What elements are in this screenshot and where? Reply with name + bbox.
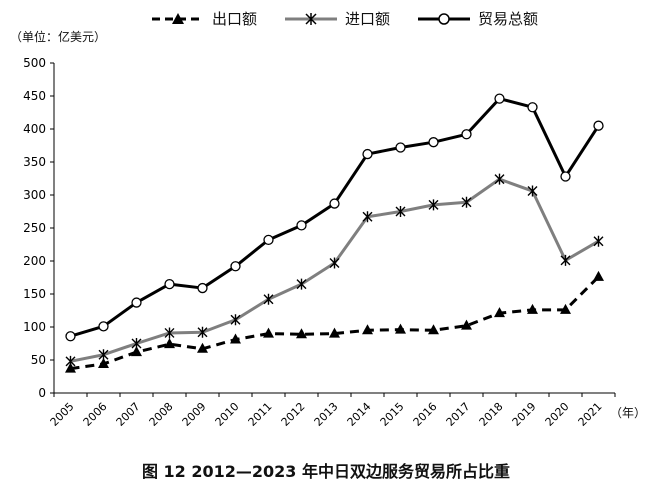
- point-export-2010: [230, 333, 241, 344]
- figure-caption: 图 12 2012—2023 年中日双边服务贸易所占比重: [141, 462, 511, 481]
- y-unit-label: （单位：亿美元）: [10, 30, 107, 44]
- point-export-2018: [494, 307, 505, 318]
- legend-swatch-export: [152, 12, 204, 24]
- point-total-2013: [329, 198, 340, 209]
- y-tick-label-100: 100: [23, 320, 46, 334]
- point-total-2007: [131, 297, 142, 308]
- legend-item-import: 进口额: [283, 8, 390, 29]
- x-tick-label-2018: 2018: [477, 400, 506, 429]
- point-import-2016: [428, 199, 439, 211]
- point-import-2007: [131, 338, 142, 349]
- legend-item-export: 出口额: [150, 8, 257, 29]
- x-tick-label-2011: 2011: [246, 400, 275, 429]
- point-import-2011: [263, 293, 274, 305]
- point-total-2005: [65, 331, 76, 342]
- point-import-2006: [98, 349, 109, 361]
- y-tick-label-300: 300: [23, 188, 46, 202]
- series-line-total: [70, 97, 600, 338]
- series-line-export: [70, 275, 600, 371]
- x-tick-label-2017: 2017: [444, 400, 473, 429]
- point-import-2013: [329, 257, 340, 269]
- point-export-2020: [560, 303, 571, 314]
- y-tick-label-0: 0: [38, 386, 46, 400]
- x-tick-label-2012: 2012: [279, 400, 308, 429]
- point-import-2018: [494, 173, 505, 185]
- point-import-2012: [296, 278, 307, 290]
- point-export-2006: [98, 357, 109, 368]
- x-tick-label-2016: 2016: [411, 400, 440, 429]
- x-tick-label-2007: 2007: [114, 400, 143, 429]
- point-export-2005: [65, 362, 76, 373]
- x-tick-label-2020: 2020: [543, 400, 572, 429]
- y-tick-label-200: 200: [23, 254, 46, 268]
- x-tick-label-2005: 2005: [48, 400, 77, 429]
- point-import-2020: [560, 254, 571, 266]
- point-total-2018: [494, 93, 505, 104]
- x-tick-label-2006: 2006: [81, 400, 110, 429]
- x-tick-label-2015: 2015: [378, 400, 407, 429]
- point-import-2010: [230, 314, 241, 326]
- point-total-2017: [461, 129, 472, 140]
- point-import-2014: [362, 211, 373, 223]
- point-export-2017: [461, 319, 472, 330]
- point-export-2021: [593, 270, 604, 281]
- point-total-2010: [230, 261, 241, 272]
- point-export-2014: [362, 324, 373, 335]
- point-export-2012: [296, 328, 307, 339]
- point-total-2012: [296, 220, 307, 231]
- point-total-2006: [98, 321, 109, 332]
- legend-swatch-total: [418, 12, 471, 25]
- x-tick-label-2014: 2014: [345, 400, 374, 429]
- point-import-2008: [164, 327, 175, 339]
- point-export-2015: [395, 323, 406, 334]
- x-tick-label-2021: 2021: [576, 400, 605, 429]
- point-total-2009: [197, 282, 208, 294]
- point-import-2017: [461, 196, 472, 208]
- x-unit-label: （年）: [610, 406, 647, 420]
- point-total-2021: [593, 120, 604, 131]
- point-export-2009: [197, 342, 208, 353]
- point-import-2015: [395, 206, 406, 217]
- point-import-2019: [527, 185, 538, 197]
- legend: 出口额 进口额 贸易总额: [150, 8, 538, 29]
- point-export-2008: [164, 338, 175, 349]
- y-tick-label-350: 350: [23, 155, 46, 169]
- legend-label-export: 出口额: [212, 10, 258, 28]
- y-tick-label-50: 50: [31, 353, 46, 367]
- point-total-2014: [362, 148, 373, 160]
- point-total-2011: [263, 234, 274, 246]
- point-export-2016: [428, 324, 439, 335]
- x-tick-label-2008: 2008: [147, 400, 176, 429]
- x-tick-label-2013: 2013: [312, 400, 341, 429]
- point-total-2008: [164, 278, 175, 290]
- x-tick-label-2010: 2010: [213, 400, 242, 429]
- point-import-2005: [65, 355, 76, 367]
- x-tick-label-2009: 2009: [180, 400, 209, 429]
- point-total-2019: [527, 102, 538, 113]
- point-export-2011: [263, 327, 274, 338]
- point-export-2013: [329, 327, 340, 338]
- y-tick-label-150: 150: [23, 287, 46, 301]
- legend-item-total: 贸易总额: [416, 8, 538, 29]
- y-tick-label-500: 500: [23, 56, 46, 70]
- point-import-2021: [593, 235, 604, 247]
- y-tick-label-450: 450: [23, 89, 46, 103]
- legend-label-import: 进口额: [345, 10, 391, 28]
- x-tick-label-2019: 2019: [510, 400, 539, 429]
- point-import-2009: [197, 326, 208, 338]
- point-total-2016: [428, 137, 439, 148]
- y-tick-label-250: 250: [23, 221, 46, 235]
- point-total-2020: [560, 171, 571, 182]
- point-export-2007: [131, 346, 142, 357]
- point-total-2015: [395, 142, 406, 153]
- legend-label-total: 贸易总额: [478, 10, 539, 28]
- y-tick-label-400: 400: [23, 122, 46, 136]
- legend-swatch-import: [285, 12, 338, 25]
- point-export-2019: [527, 303, 538, 314]
